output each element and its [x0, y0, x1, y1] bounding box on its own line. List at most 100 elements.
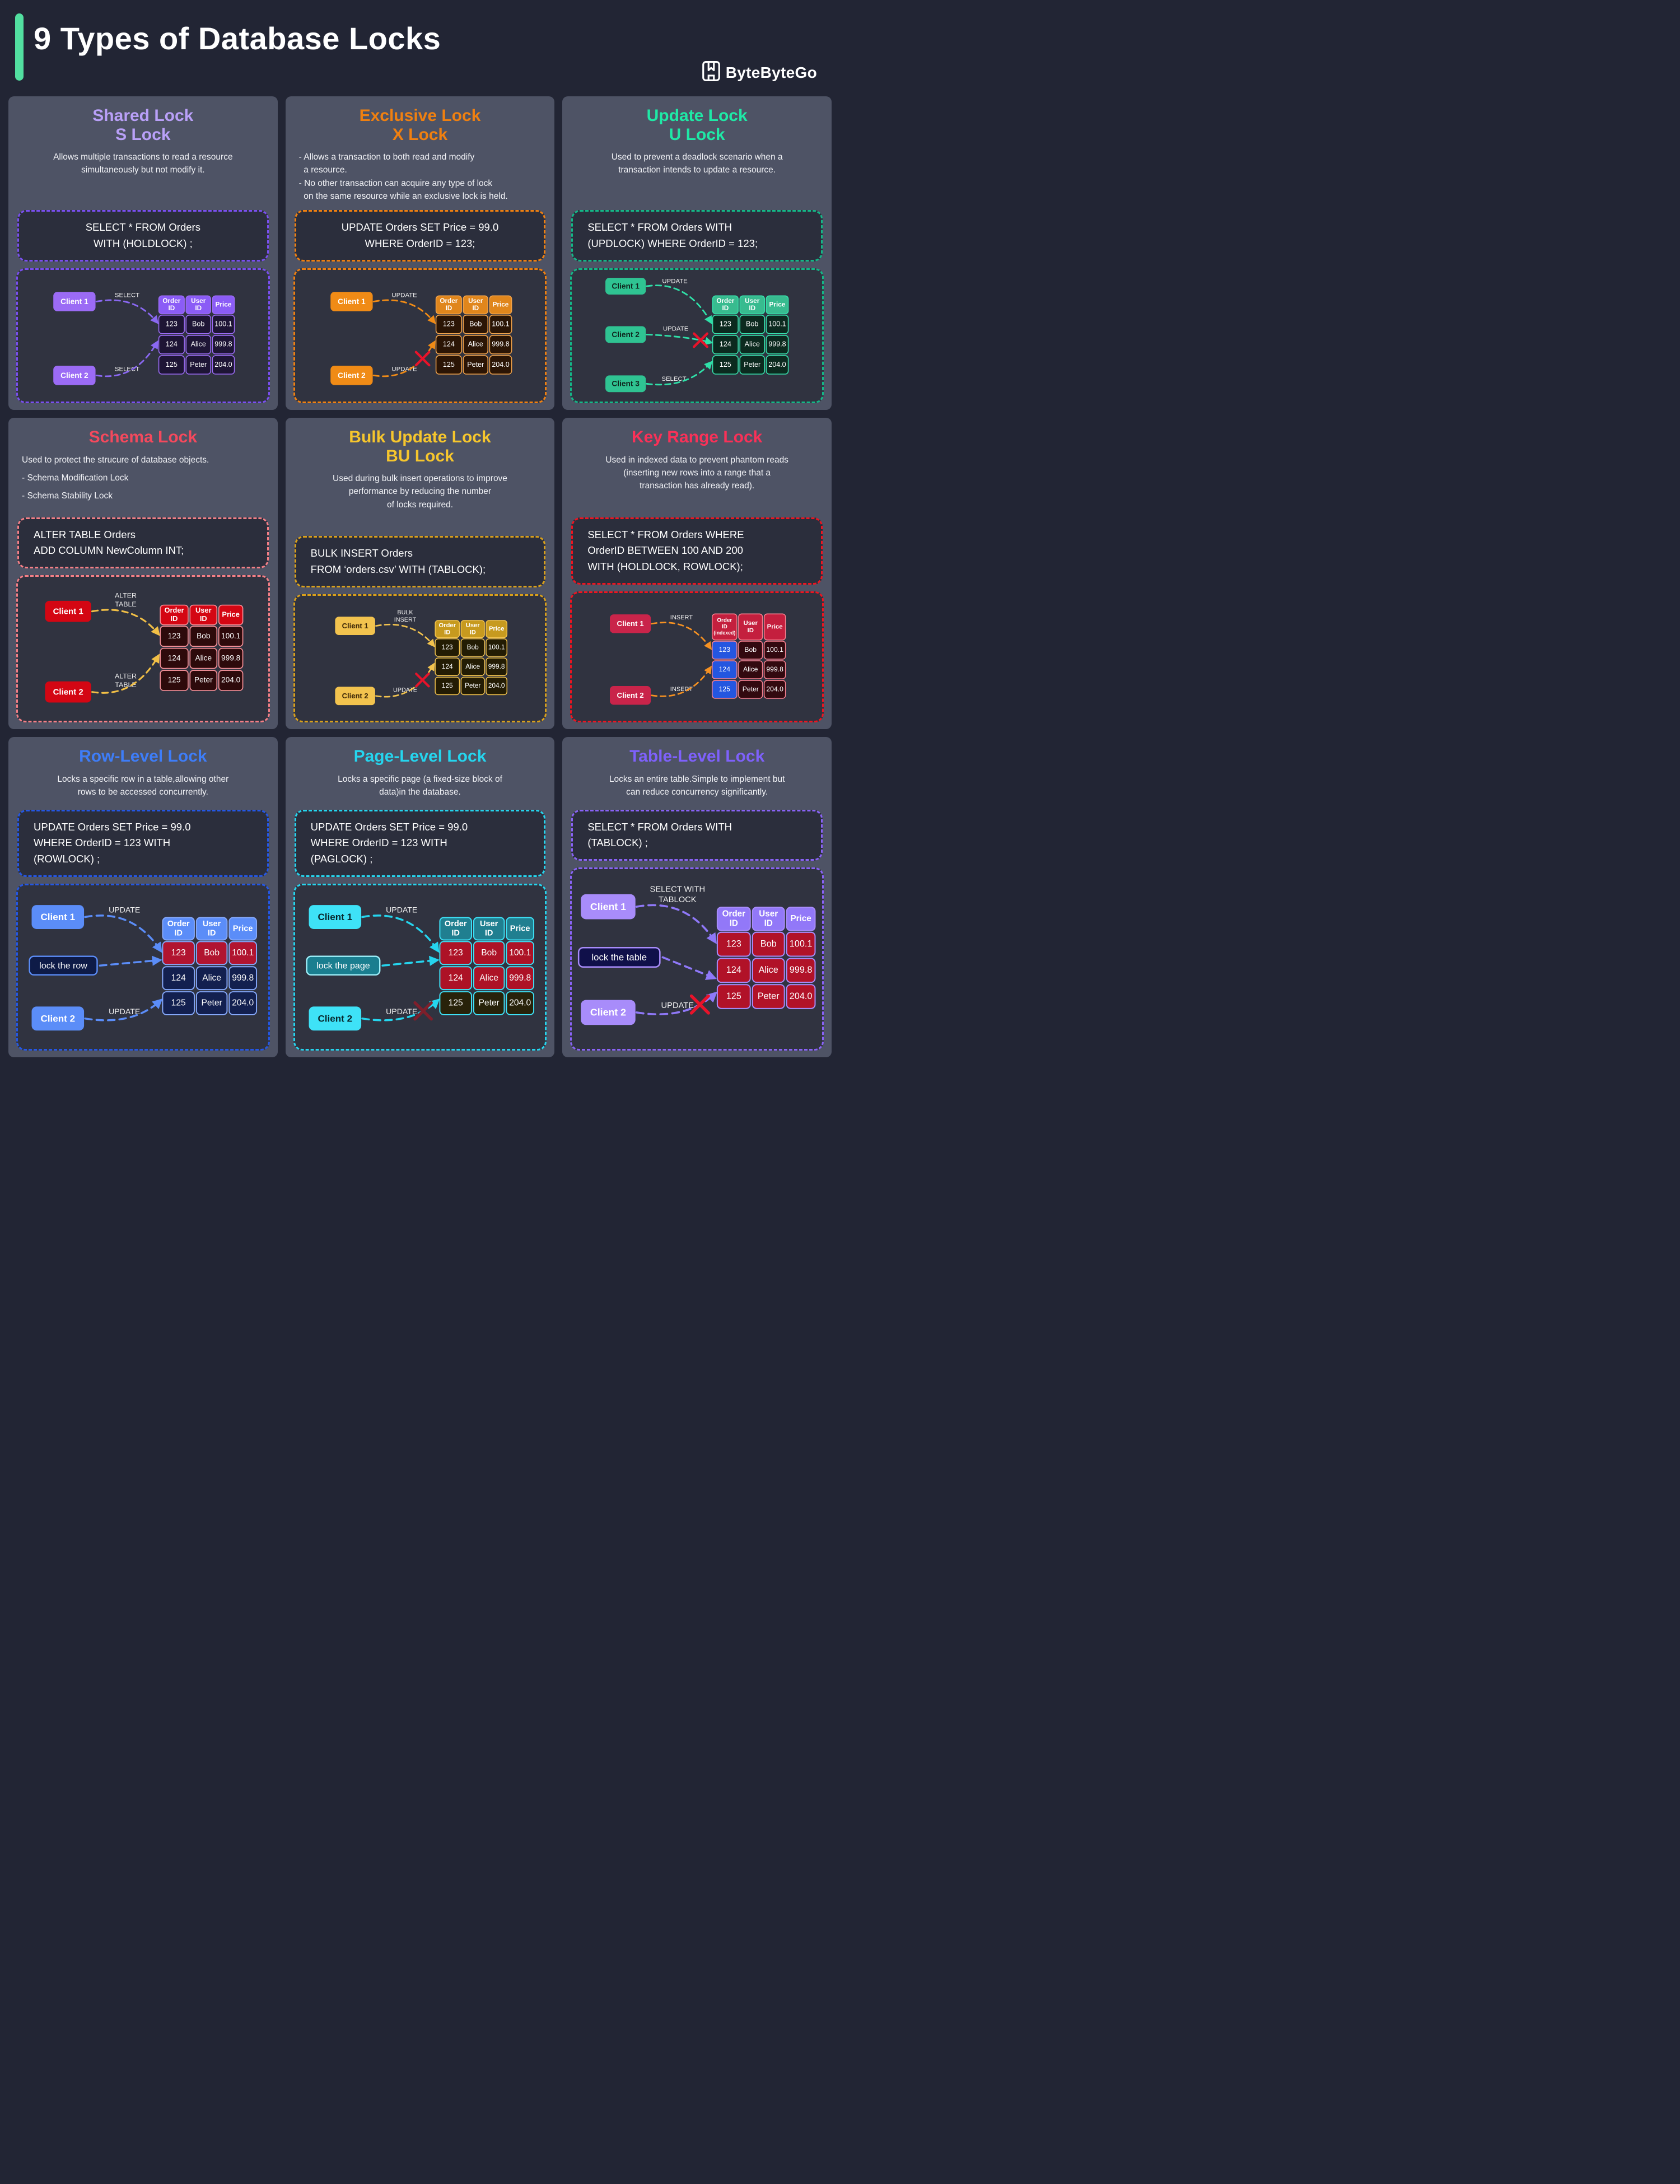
table-cell-text: 204.0	[232, 998, 254, 1007]
table-cell	[218, 647, 244, 669]
table-header-cell	[228, 917, 258, 941]
table-cell	[435, 334, 462, 354]
sql-code-block: UPDATE Orders SET Price = 99.0 WHERE Orde…	[294, 210, 546, 262]
action-label: UPDATE	[109, 1007, 140, 1016]
table-cell	[439, 941, 472, 965]
table-cell-text: Peter	[758, 991, 780, 1001]
table-cell-text: 100.1	[509, 948, 531, 958]
request-arrow	[646, 360, 713, 385]
client-label: Client 2	[318, 1013, 352, 1024]
panel-description: Locks an entire table.Simple to implemen…	[572, 773, 822, 804]
description-line: data)in the database.	[379, 787, 461, 797]
table-cell-text: Alice	[468, 340, 483, 348]
sql-code-line: UPDATE Orders SET Price = 99.0	[310, 820, 468, 833]
table-header-text: Order	[722, 909, 746, 918]
table-cell-text: 124	[726, 965, 741, 975]
description-line: simultaneously but not modify it.	[81, 165, 205, 175]
sql-code-line: WITH (HOLDLOCK) ;	[93, 237, 193, 249]
table-cell	[185, 314, 211, 334]
table-cell	[489, 314, 512, 334]
table-cell-text: 100.1	[488, 643, 505, 651]
table-cell	[162, 965, 195, 990]
lock-diagram: Order ID User ID Price 123 Bob 100.1 124 Alice 999…	[293, 594, 547, 722]
table-header-text: Order	[440, 297, 458, 304]
table-cell	[738, 660, 763, 679]
table-header-text: Price	[769, 301, 786, 308]
client-label: Client 2	[617, 691, 644, 699]
lock-scope-label: lock the row	[39, 960, 87, 970]
table-cell-text: Bob	[745, 646, 757, 654]
table-cell-text: Peter	[202, 998, 222, 1007]
table-cell	[712, 679, 738, 699]
client-box	[330, 291, 373, 311]
table-cell	[489, 334, 512, 354]
table-header-text: ID	[444, 629, 450, 636]
infographic-page: 9 Types of Database Locks ByteByteGo Sha…	[0, 0, 840, 1074]
table-cell	[189, 626, 218, 647]
sql-code-line: ADD COLUMN NewColumn INT;	[34, 544, 184, 557]
table-header-cell	[435, 619, 460, 638]
sql-code-line: WHERE OrderID = 123 WITH	[310, 837, 447, 849]
table-cell	[435, 657, 460, 676]
action-label: ALTER	[115, 673, 137, 680]
table-header-text: User	[759, 909, 778, 918]
table-header-text: Order	[167, 920, 190, 928]
action-label: UPDATE	[393, 687, 417, 693]
description-line: Allows multiple transactions to read a r…	[53, 152, 233, 162]
table-cell	[189, 670, 218, 691]
table-cell	[712, 660, 738, 679]
table-cell	[158, 314, 185, 334]
client-label: Client 1	[338, 297, 366, 305]
table-header-cell	[786, 907, 816, 931]
table-header-text: User	[203, 920, 221, 928]
table-header-cell	[489, 295, 512, 314]
table-cell-text: 999.8	[790, 965, 813, 975]
table-cell	[752, 984, 786, 1009]
table-cell	[717, 931, 752, 957]
table-cell-text: Peter	[478, 998, 499, 1007]
client-label: Client 2	[590, 1007, 626, 1018]
table-cell-text: 125	[166, 360, 178, 368]
blocked-x-icon	[414, 350, 431, 366]
action-label: SELECT	[662, 375, 687, 382]
table-cell	[506, 965, 534, 990]
table-header-cell	[212, 295, 235, 314]
table-header-text: ID	[722, 305, 729, 312]
client-box	[610, 685, 651, 705]
request-arrow	[646, 333, 714, 345]
table-header-cell	[439, 917, 472, 941]
action-label: BULK	[397, 609, 413, 615]
blocked-x-icon	[413, 1001, 433, 1021]
table-cell-text: Bob	[760, 939, 777, 949]
table-header-text: User	[465, 622, 479, 628]
table-header-text: Price	[222, 610, 239, 618]
table-cell-text: Bob	[204, 948, 220, 958]
lock-scope-arrow	[381, 955, 440, 967]
request-arrow	[91, 654, 160, 694]
lock-scope-arrow	[99, 955, 163, 967]
table-cell	[460, 657, 485, 676]
lock-diagram: Order ID User ID Price 123 Bob 100.1 124 Alice 999…	[16, 883, 270, 1051]
panel-description: Locks a specific row in a table,allowing…	[18, 773, 268, 804]
action-label: ALTER	[115, 592, 137, 600]
table-cell-text: 100.1	[232, 948, 254, 958]
table-cell-text: 124	[720, 340, 731, 348]
description-line: Used during bulk insert operations to im…	[333, 474, 507, 484]
table-cell	[712, 314, 739, 334]
sql-code-block: SELECT * FROM Orders WHERE OrderID BETWEE…	[571, 517, 823, 585]
sql-code-line: SELECT * FROM Orders	[85, 221, 200, 234]
client-box	[45, 600, 91, 622]
table-cell	[506, 991, 534, 1015]
lock-diagram: Order ID User ID Price 123 Bob 100.1 124 Alice 999…	[570, 268, 824, 403]
panel-table-level-lock: Table-Level Lock Locks an entire table.Si…	[562, 737, 832, 1057]
table-header-text: Price	[791, 914, 811, 923]
client-label: Client 1	[590, 901, 626, 912]
table-cell-text: Bob	[481, 948, 497, 958]
table-header-text: ID	[484, 928, 493, 937]
table-cell	[738, 679, 763, 699]
table-cell-text: 100.1	[769, 320, 786, 328]
panels-grid: Shared Lock S Lock Allows multiple transac…	[8, 96, 832, 1057]
table-header-text: ID	[472, 305, 479, 312]
table-cell	[463, 354, 488, 375]
